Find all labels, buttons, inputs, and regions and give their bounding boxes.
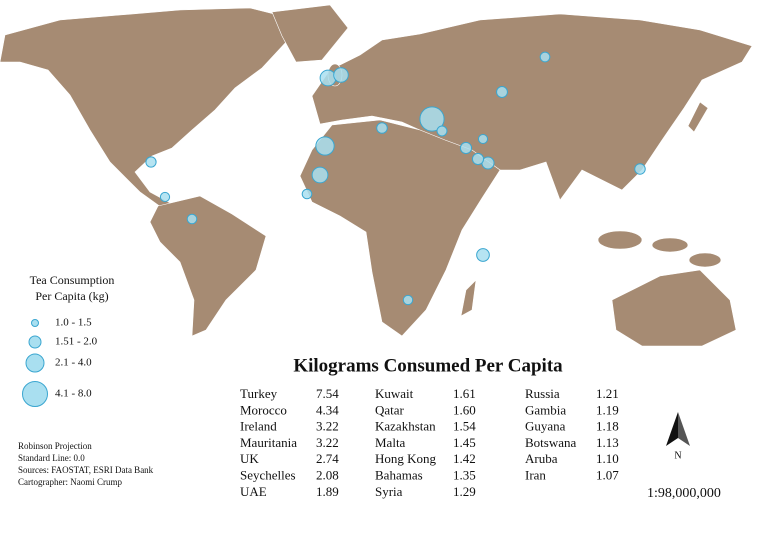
country-value: 3.22 [316,435,339,450]
country-name: UK [240,451,259,466]
country-name: Kuwait [375,386,414,401]
country-name: Hong Kong [375,451,437,466]
north-arrow [666,412,678,446]
bubble [634,163,646,175]
bubble [496,86,508,98]
bubble [419,106,445,132]
legend-label: 4.1 - 8.0 [55,388,92,400]
legend-label: 1.51 - 2.0 [55,336,98,348]
bubble [376,122,388,134]
country-value: 1.19 [596,402,619,417]
scale: 1:98,000,000 [647,486,721,501]
bubble [319,69,337,87]
note: Standard Line: 0.0 [18,453,85,463]
country-name: Kazakhstan [375,419,436,434]
bubble [402,294,414,306]
bubble [159,191,171,203]
country-value: 2.08 [316,467,339,482]
legend-title: Tea Consumption [30,273,115,287]
bubble [301,188,313,200]
bubble [476,248,490,262]
country-value: 1.45 [453,435,476,450]
country-name: Qatar [375,402,405,417]
country-name: Mauritania [240,435,297,450]
country-value: 1.21 [596,386,619,401]
country-value: 1.13 [596,435,619,450]
legend-swatch [25,353,45,373]
country-value: 7.54 [316,386,339,401]
country-name: Iran [525,467,546,482]
country-name: Guyana [525,419,566,434]
country-name: UAE [240,484,267,499]
legend-label: 2.1 - 4.0 [55,357,92,369]
country-name: Russia [525,386,560,401]
bubble [315,136,335,156]
country-name: Gambia [525,402,566,417]
country-name: Morocco [240,402,287,417]
bubble [186,213,198,225]
country-value: 1.35 [453,467,476,482]
country-name: Bahamas [375,467,423,482]
country-value: 3.22 [316,419,339,434]
country-name: Aruba [525,451,558,466]
country-value: 1.61 [453,386,476,401]
country-value: 1.42 [453,451,476,466]
country-value: 1.18 [596,419,619,434]
legend-swatches [22,319,48,407]
legend-label: 1.0 - 1.5 [55,317,92,329]
bubble [539,51,551,63]
legend-swatch [31,319,39,327]
country-name: Turkey [240,386,278,401]
country-value: 1.29 [453,484,476,499]
country-name: Seychelles [240,467,296,482]
country-name: Syria [375,484,403,499]
legend-swatch [22,381,48,407]
country-value: 1.07 [596,467,619,482]
bubble [333,67,349,83]
north-label: N [674,450,681,461]
bubble [471,152,485,166]
north-arrow [678,412,690,446]
legend-swatch [28,335,42,349]
bubble [436,125,448,137]
country-value: 1.54 [453,419,476,434]
note: Sources: FAOSTAT, ESRI Data Bank [18,465,154,475]
note: Robinson Projection [18,441,92,451]
country-value: 1.89 [316,484,339,499]
legend-title: Per Capita (kg) [35,289,108,303]
land [0,4,753,347]
country-value: 4.34 [316,402,339,417]
table-title: Kilograms Consumed Per Capita [293,355,563,376]
country-name: Malta [375,435,406,450]
bubble [477,133,489,145]
bubble [311,166,329,184]
country-value: 1.60 [453,402,476,417]
country-name: Botswana [525,435,577,450]
bubble [459,141,473,155]
country-name: Ireland [240,419,277,434]
bubble [145,156,157,168]
country-value: 2.74 [316,451,339,466]
note: Cartographer: Naomi Crump [18,477,122,487]
country-value: 1.10 [596,451,619,466]
